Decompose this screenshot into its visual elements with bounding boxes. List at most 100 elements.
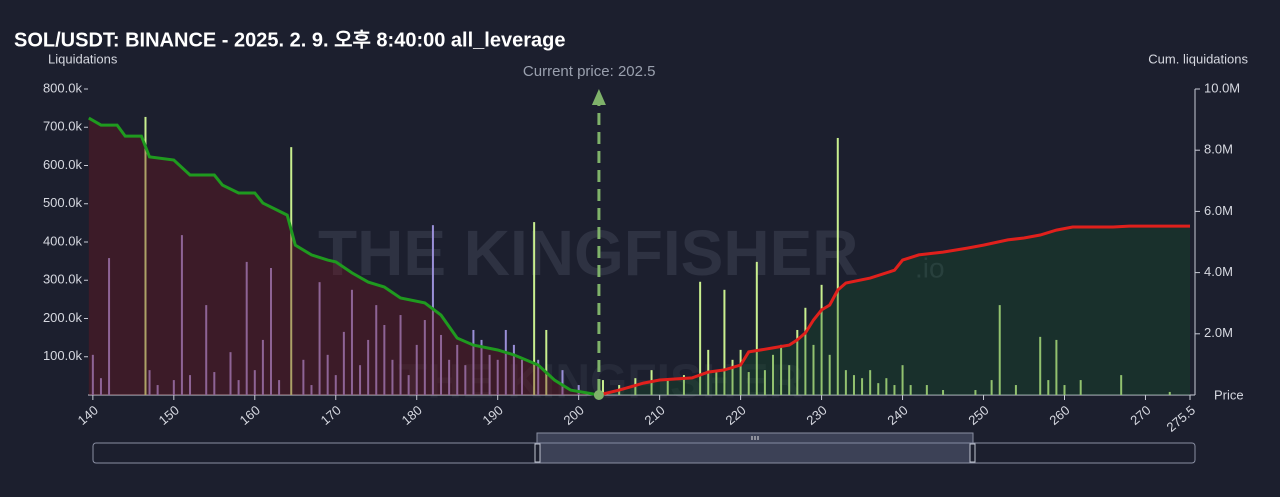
bar <box>828 354 831 395</box>
bar <box>269 268 272 395</box>
bar <box>359 365 362 395</box>
current-price-dot <box>593 390 604 400</box>
bar <box>464 365 467 395</box>
bar <box>253 370 256 395</box>
bar <box>1055 339 1058 395</box>
y2-tick-label: 2.0M <box>1204 325 1233 340</box>
bar <box>290 147 293 395</box>
bar <box>375 305 378 395</box>
bar <box>998 305 1001 395</box>
bar <box>156 385 159 395</box>
bar <box>399 315 402 395</box>
y-tick-label: 400.0k <box>43 233 83 248</box>
bar <box>504 329 507 395</box>
bar <box>1063 385 1066 395</box>
bar <box>180 235 183 395</box>
bar <box>715 370 718 395</box>
bar <box>310 385 313 395</box>
bar <box>520 359 523 395</box>
bar <box>423 320 426 395</box>
bar <box>205 305 208 395</box>
bar <box>739 349 742 395</box>
bar <box>682 375 685 395</box>
bar <box>99 378 102 395</box>
bar <box>512 344 515 395</box>
bar <box>763 370 766 395</box>
y-axis-title: Liquidations <box>48 51 118 66</box>
bar <box>901 365 904 395</box>
bar <box>885 378 888 395</box>
bar <box>812 344 815 395</box>
chart-title: SOL/USDT: BINANCE - 2025. 2. 9. 오후 8:40:… <box>14 28 565 51</box>
bar <box>990 380 993 395</box>
y2-tick-label: 10.0M <box>1204 80 1240 95</box>
area <box>88 118 599 395</box>
bar <box>342 331 345 395</box>
bar <box>852 375 855 395</box>
bar <box>367 339 370 395</box>
area <box>598 226 1190 395</box>
y-tick-label: 500.0k <box>43 195 83 210</box>
y-tick-label: 200.0k <box>43 310 83 325</box>
bar <box>383 325 386 395</box>
watermark-suffix: .io <box>915 252 945 283</box>
slider-handle[interactable] <box>534 443 541 463</box>
bar <box>472 329 475 395</box>
bar <box>861 378 864 395</box>
bar <box>1120 375 1123 395</box>
y2-tick-label: 6.0M <box>1204 203 1233 218</box>
bar <box>278 380 281 395</box>
y-tick-label: 700.0k <box>43 119 83 134</box>
bar <box>1079 380 1082 395</box>
bar <box>407 375 410 395</box>
bar <box>804 307 807 395</box>
bar <box>448 359 451 395</box>
bar <box>909 385 912 395</box>
bar <box>245 261 248 395</box>
bar <box>925 385 928 395</box>
bar <box>844 370 847 395</box>
bar <box>974 390 977 395</box>
bar <box>772 354 775 395</box>
bar <box>456 344 459 395</box>
bar <box>1168 391 1171 395</box>
slider-grip <box>751 436 759 440</box>
bar <box>302 359 305 395</box>
bar <box>877 383 880 395</box>
bar <box>869 370 872 395</box>
bar <box>415 344 418 395</box>
line <box>88 116 600 397</box>
x-axis-title: Price <box>1214 387 1244 402</box>
y2-tick-label: 8.0M <box>1204 142 1233 157</box>
bar <box>942 390 945 395</box>
bar <box>488 354 491 395</box>
bar <box>537 359 540 395</box>
bar <box>533 222 536 395</box>
bar <box>893 385 896 395</box>
bar <box>391 359 394 395</box>
bar <box>261 339 264 395</box>
line <box>598 224 1190 397</box>
y-tick-label: 600.0k <box>43 157 83 172</box>
bar <box>666 380 669 395</box>
bar <box>731 359 734 395</box>
annotation: Current price: 202.5 <box>523 63 656 80</box>
range-slider[interactable] <box>92 432 1196 464</box>
bar <box>545 329 548 395</box>
bar <box>820 284 823 395</box>
bar <box>747 372 750 395</box>
bar <box>334 375 337 395</box>
bar <box>350 289 353 395</box>
bar <box>148 370 151 395</box>
bar <box>144 116 147 396</box>
bar <box>172 380 175 395</box>
y-tick-label: 800.0k <box>43 80 83 95</box>
watermark: THE KINGFISHER <box>318 217 858 289</box>
bar <box>326 354 329 395</box>
bar <box>836 137 839 395</box>
bar <box>780 344 783 395</box>
slider-handle[interactable] <box>969 443 976 463</box>
bar <box>601 380 604 395</box>
